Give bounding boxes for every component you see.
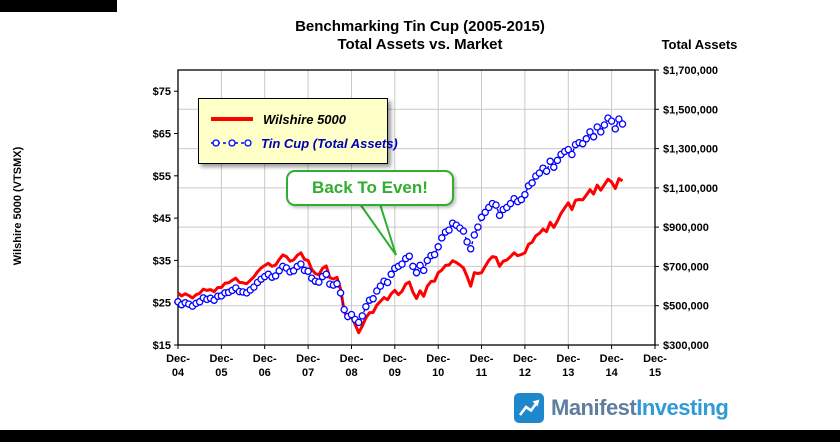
back-to-even-callout: Back To Even! [286,170,454,206]
svg-text:Dec-: Dec- [426,353,450,365]
svg-text:13: 13 [562,367,574,379]
legend-label-wilshire: Wilshire 5000 [263,111,346,127]
legend-label-tincup: Tin Cup (Total Assets) [261,135,398,151]
svg-text:$1,500,000: $1,500,000 [663,104,718,116]
top-left-black-bar [0,0,117,12]
svg-text:Dec-: Dec- [600,353,624,365]
svg-text:11: 11 [476,367,488,379]
svg-text:06: 06 [259,367,271,379]
tincup-line-swatch-icon [209,137,255,149]
chart-subtitle: Total Assets vs. Market [337,36,503,53]
svg-text:Dec-: Dec- [253,353,277,365]
svg-text:Dec-: Dec- [209,353,233,365]
svg-text:$900,000: $900,000 [663,222,709,234]
svg-text:05: 05 [215,367,227,379]
logo-text-investing: Investing [636,395,729,420]
svg-text:Dec-: Dec- [166,353,190,365]
legend-item-tincup: Tin Cup (Total Assets) [209,131,398,155]
svg-text:Dec-: Dec- [556,353,580,365]
svg-text:12: 12 [519,367,531,379]
svg-text:$45: $45 [153,213,171,225]
wilshire-line-swatch-icon [209,113,257,125]
logo-text-manifest: Manifest [551,395,637,420]
chart-title: Benchmarking Tin Cup (2005-2015) [295,18,545,35]
chart-legend: Wilshire 5000 Tin Cup (Total Assets) [198,98,398,164]
svg-text:$700,000: $700,000 [663,261,709,273]
svg-text:$55: $55 [153,171,171,183]
svg-text:$1,700,000: $1,700,000 [663,65,718,77]
svg-text:09: 09 [389,367,401,379]
callout-tail [359,203,397,256]
manifest-investing-logo: Manifest Investing [514,393,729,423]
svg-text:Dec-: Dec- [643,353,667,365]
svg-text:Dec-: Dec- [296,353,320,365]
manifest-logo-icon [514,393,544,423]
svg-text:10: 10 [432,367,444,379]
svg-text:$300,000: $300,000 [663,340,709,352]
svg-text:15: 15 [649,367,661,379]
svg-text:$35: $35 [153,255,171,267]
bottom-black-bar [0,430,840,442]
svg-text:$25: $25 [153,298,171,310]
svg-text:Dec-: Dec- [470,353,494,365]
svg-text:$15: $15 [153,340,171,352]
svg-text:14: 14 [605,367,618,379]
svg-text:$75: $75 [153,86,171,98]
svg-text:$1,100,000: $1,100,000 [663,183,718,195]
svg-text:$500,000: $500,000 [663,301,709,313]
left-axis-title: Wilshire 5000 (VTSMX) [12,146,24,266]
svg-text:04: 04 [172,367,185,379]
svg-text:08: 08 [345,367,357,379]
legend-item-wilshire: Wilshire 5000 [209,107,377,131]
svg-text:Dec-: Dec- [513,353,537,365]
svg-text:$1,300,000: $1,300,000 [663,144,718,156]
svg-text:$65: $65 [153,129,171,141]
svg-text:Dec-: Dec- [340,353,364,365]
svg-text:07: 07 [302,367,314,379]
svg-text:Dec-: Dec- [383,353,407,365]
right-axis-title: Total Assets [661,37,738,52]
